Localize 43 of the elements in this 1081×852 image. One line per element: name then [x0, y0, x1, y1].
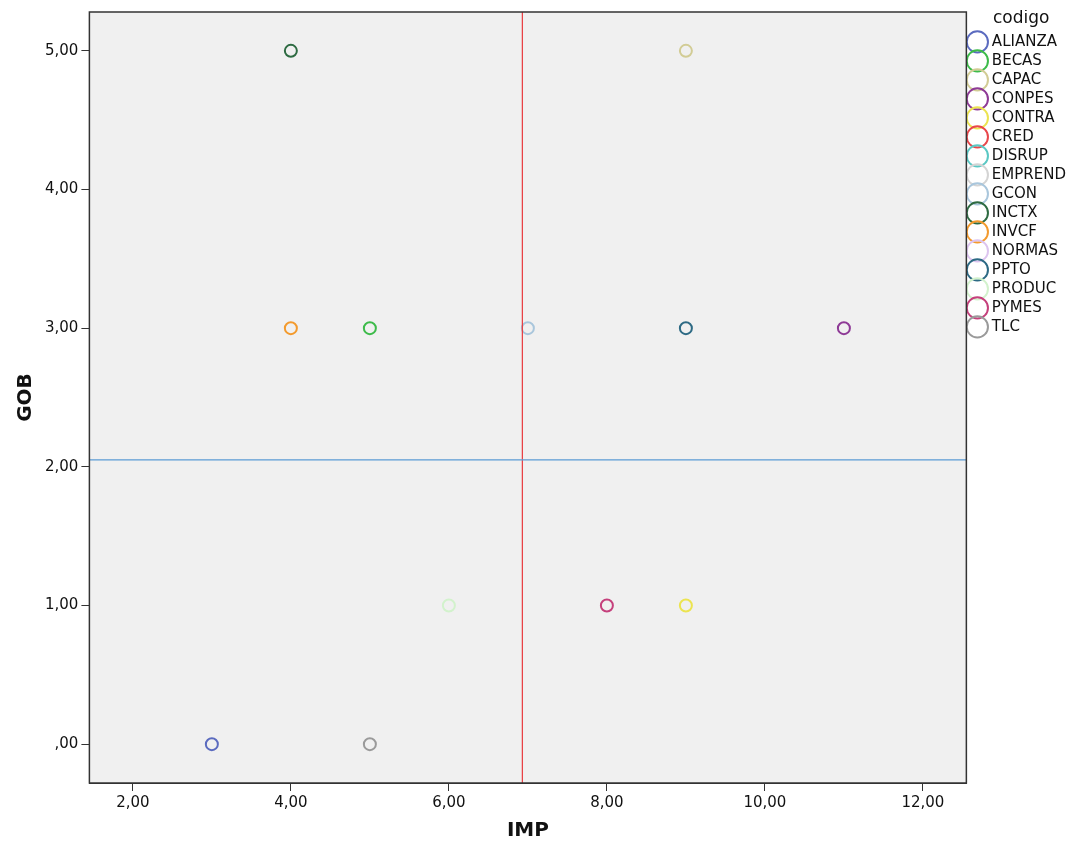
- y-tick-label: 1,00: [44, 595, 79, 614]
- point: [599, 598, 614, 613]
- legend-label: PYMES: [991, 297, 1042, 316]
- legend-label: DISRUP: [991, 145, 1048, 164]
- legend-label: CAPAC: [991, 69, 1042, 88]
- legend-label: PRODUC: [991, 278, 1057, 297]
- x-tick-label: 8,00: [590, 792, 624, 811]
- point: [362, 737, 377, 752]
- legend-label: GCON: [991, 183, 1037, 202]
- legend-label: CRED: [991, 126, 1034, 145]
- legend-label: EMPREND: [991, 164, 1066, 183]
- legend-title: codigo: [992, 6, 1050, 27]
- legend-label: INVCF: [991, 221, 1037, 240]
- x-tick-label: 4,00: [274, 792, 308, 811]
- point: [678, 321, 693, 336]
- y-tick-label: ,00: [54, 734, 79, 753]
- y-tick-label: 4,00: [44, 179, 79, 198]
- y-tick-label: 2,00: [44, 456, 79, 475]
- x-tick-label: 12,00: [901, 792, 945, 811]
- point: [283, 43, 298, 58]
- point: [204, 737, 219, 752]
- legend-label: NORMAS: [991, 240, 1059, 259]
- point: [678, 598, 693, 613]
- y-tick-label: 5,00: [44, 40, 79, 59]
- legend-label: INCTX: [991, 202, 1038, 221]
- legend-label: BECAS: [991, 50, 1042, 69]
- x-tick-label: 10,00: [743, 792, 787, 811]
- legend-label: CONPES: [991, 88, 1054, 107]
- legend-label: TLC: [990, 316, 1020, 335]
- point: [836, 321, 851, 336]
- y-axis-title: GOB: [12, 373, 37, 422]
- point: [283, 321, 298, 336]
- point: [520, 321, 535, 336]
- legend-label: ALIANZA: [991, 31, 1058, 50]
- legend-label: CONTRA: [991, 107, 1056, 126]
- legend-label: PPTO: [991, 259, 1031, 278]
- x-tick-label: 6,00: [432, 792, 466, 811]
- point: [678, 43, 693, 58]
- y-tick-label: 3,00: [44, 318, 79, 337]
- x-tick-label: 2,00: [116, 792, 150, 811]
- point: [441, 598, 456, 613]
- x-axis-title: IMP: [506, 817, 549, 842]
- point: [362, 321, 377, 336]
